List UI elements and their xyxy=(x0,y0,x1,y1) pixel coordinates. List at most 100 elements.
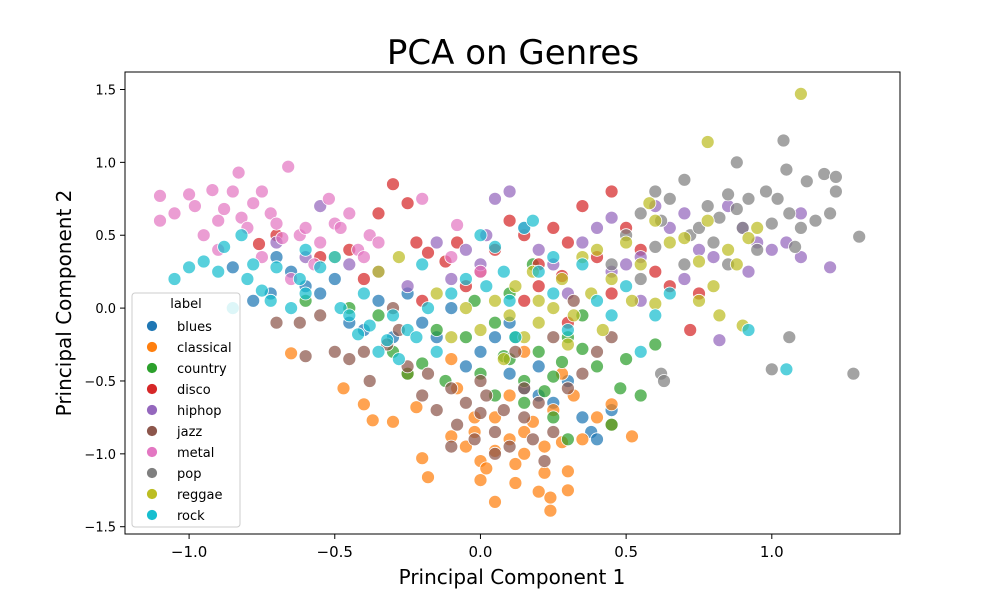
point-country-22 xyxy=(633,388,648,403)
point-pop-22 xyxy=(788,239,802,254)
point-blues-11 xyxy=(488,330,502,345)
point-reggae-8 xyxy=(508,279,523,294)
point-classical-3 xyxy=(365,413,380,428)
point-jazz-30 xyxy=(313,308,328,323)
point-jazz-6 xyxy=(362,374,377,388)
y-tick-label: 1.5 xyxy=(95,83,116,98)
point-rock-52 xyxy=(356,286,371,301)
point-pop-21 xyxy=(782,206,797,221)
y-tick-label: −1.5 xyxy=(84,521,116,536)
point-jazz-2 xyxy=(298,349,313,364)
point-blues-4 xyxy=(313,286,328,301)
point-metal-6 xyxy=(205,183,220,198)
point-rock-26 xyxy=(409,330,424,345)
point-rock-44 xyxy=(619,279,633,294)
point-rock-35 xyxy=(502,293,517,308)
point-classical-5 xyxy=(409,400,424,415)
legend-marker-metal xyxy=(146,446,158,458)
point-disco-16 xyxy=(561,235,575,250)
point-hiphop-17 xyxy=(619,257,633,272)
point-classical-2 xyxy=(356,397,371,412)
point-jazz-27 xyxy=(590,344,604,359)
point-blues-8 xyxy=(415,315,430,330)
point-jazz-38 xyxy=(444,439,459,454)
point-metal-21 xyxy=(313,235,328,250)
point-metal-5 xyxy=(196,228,211,243)
point-pop-38 xyxy=(633,272,648,286)
legend-label-blues: blues xyxy=(177,320,212,335)
point-rock-12 xyxy=(284,301,299,316)
point-pop-39 xyxy=(604,257,619,272)
point-rock-9 xyxy=(254,283,269,298)
point-disco-15 xyxy=(546,220,561,235)
point-rock-46 xyxy=(648,308,663,323)
point-classical-13 xyxy=(479,461,494,476)
point-reggae-19 xyxy=(619,235,633,250)
point-reggae-31 xyxy=(741,231,756,246)
point-metal-4 xyxy=(187,199,202,214)
y-tick-label: 0.5 xyxy=(95,229,116,244)
point-reggae-2 xyxy=(391,250,406,265)
point-hiphop-27 xyxy=(764,242,779,257)
point-pop-12 xyxy=(729,155,744,170)
point-rock-41 xyxy=(575,257,590,272)
point-country-8 xyxy=(488,315,502,330)
point-pop-27 xyxy=(823,206,837,221)
point-reggae-37 xyxy=(712,308,727,323)
point-reggae-30 xyxy=(729,257,744,272)
point-rock-40 xyxy=(561,323,575,337)
point-rock-1 xyxy=(182,260,197,275)
point-rock-19 xyxy=(351,327,366,342)
point-metal-20 xyxy=(298,220,313,235)
point-hiphop-16 xyxy=(604,210,619,225)
point-jazz-4 xyxy=(342,352,357,367)
point-rock-34 xyxy=(496,264,511,279)
point-reggae-18 xyxy=(604,272,619,286)
point-blues-0 xyxy=(225,260,240,275)
point-blues-9 xyxy=(444,301,459,316)
point-metal-17 xyxy=(275,231,290,246)
point-metal-30 xyxy=(415,191,430,206)
point-rock-47 xyxy=(662,286,677,301)
point-hiphop-7 xyxy=(458,242,473,257)
point-jazz-17 xyxy=(488,425,502,439)
point-reggae-11 xyxy=(531,315,546,330)
point-jazz-34 xyxy=(566,293,581,308)
point-classical-39 xyxy=(444,352,459,367)
y-tick-label: 1.0 xyxy=(95,156,116,171)
point-jazz-15 xyxy=(473,406,488,420)
point-pop-31 xyxy=(846,366,861,381)
point-reggae-42 xyxy=(590,242,604,257)
point-classical-17 xyxy=(508,457,523,471)
point-disco-17 xyxy=(575,199,590,214)
point-reggae-33 xyxy=(700,135,715,149)
point-classical-24 xyxy=(543,490,558,505)
point-metal-10 xyxy=(231,165,246,180)
x-tick-label: 1.0 xyxy=(760,543,784,561)
point-jazz-1 xyxy=(292,315,307,330)
point-hiphop-15 xyxy=(590,220,604,235)
point-rock-21 xyxy=(371,344,386,359)
point-disco-22 xyxy=(648,264,663,279)
point-rock-31 xyxy=(473,228,488,243)
point-disco-6 xyxy=(400,196,415,211)
point-jazz-11 xyxy=(444,381,459,396)
point-metal-0 xyxy=(153,188,167,203)
point-jazz-13 xyxy=(458,395,473,410)
point-rock-50 xyxy=(546,250,561,265)
point-rock-33 xyxy=(488,239,502,254)
legend-marker-reggae xyxy=(146,488,158,500)
legend-label-country: country xyxy=(177,362,227,377)
point-rock-3 xyxy=(211,264,226,279)
point-blues-10 xyxy=(473,344,488,359)
point-disco-27 xyxy=(517,293,532,308)
point-classical-6 xyxy=(415,451,430,466)
point-jazz-18 xyxy=(496,403,511,418)
point-metal-9 xyxy=(225,184,240,199)
point-jazz-0 xyxy=(269,315,284,330)
point-jazz-25 xyxy=(561,381,575,396)
point-reggae-1 xyxy=(371,264,386,279)
legend: label blues classical country disco hiphop ja… xyxy=(131,292,241,528)
x-tick-label: −1.0 xyxy=(171,543,207,561)
